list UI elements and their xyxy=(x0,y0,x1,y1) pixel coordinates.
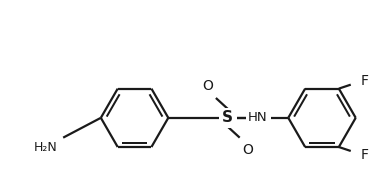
Text: H₂N: H₂N xyxy=(33,141,57,154)
Text: HN: HN xyxy=(248,111,268,124)
Text: O: O xyxy=(202,79,213,93)
Text: S: S xyxy=(222,110,233,125)
Text: F: F xyxy=(361,148,369,162)
Text: O: O xyxy=(242,142,253,156)
Text: F: F xyxy=(361,74,369,88)
